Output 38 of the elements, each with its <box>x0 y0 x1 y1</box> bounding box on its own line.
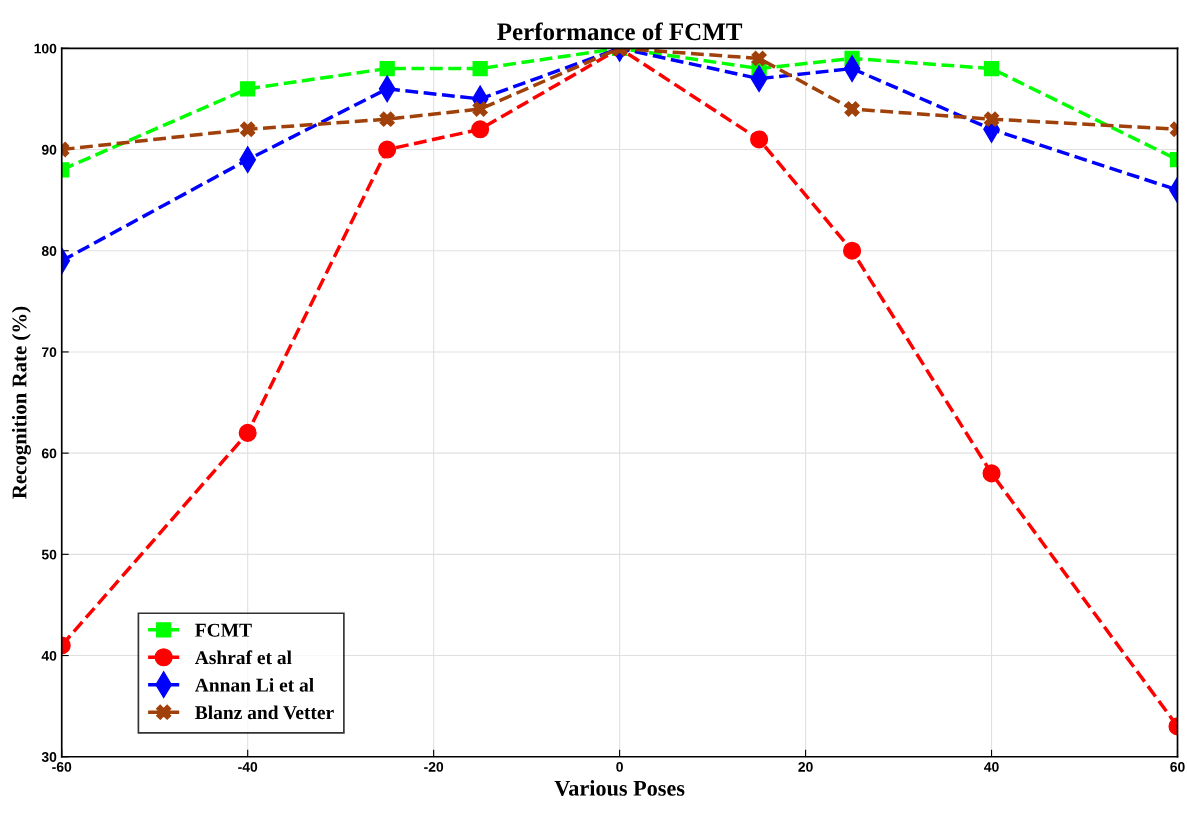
point <box>379 60 395 77</box>
legend-label: FCMT <box>195 623 252 637</box>
point <box>983 60 1000 77</box>
x-tick-label: -60 <box>52 761 72 772</box>
point <box>750 130 769 149</box>
point <box>472 60 488 77</box>
y-tick-label: 70 <box>42 347 57 358</box>
y-tick-label: 80 <box>41 246 57 256</box>
chart-title: Performance of FCMT <box>497 22 743 41</box>
y-axis-title: Recognition Rate (%) <box>11 306 31 499</box>
y-tick-label: 40 <box>41 650 57 661</box>
y-tick-label: 50 <box>41 549 57 560</box>
x-tick-label: 60 <box>1170 761 1185 772</box>
point <box>751 50 767 67</box>
point <box>843 241 862 260</box>
point <box>378 140 397 159</box>
x-tick-label: 0 <box>616 761 623 772</box>
x-tick-label: 20 <box>798 761 813 772</box>
point <box>238 423 257 442</box>
legend-label: Blanz and Vetter <box>195 705 334 720</box>
point <box>379 111 395 127</box>
point <box>471 120 490 139</box>
y-tick-label: 30 <box>41 752 57 762</box>
y-tick-label: 90 <box>41 144 57 155</box>
legend-label: Annan Li et al <box>194 678 314 692</box>
point <box>982 464 1001 483</box>
point <box>472 101 488 117</box>
point <box>983 111 1000 127</box>
x-tick-label: 40 <box>984 761 999 772</box>
x-tick-label: -20 <box>424 761 444 772</box>
y-tick-label: 100 <box>34 43 57 54</box>
x-tick-label: -40 <box>238 761 258 772</box>
legend-label: Ashraf et al <box>194 650 292 665</box>
point <box>240 81 256 97</box>
x-axis-title: Various Poses <box>554 780 685 796</box>
y-tick-label: 60 <box>41 448 57 459</box>
point <box>844 101 860 117</box>
point <box>240 121 256 137</box>
